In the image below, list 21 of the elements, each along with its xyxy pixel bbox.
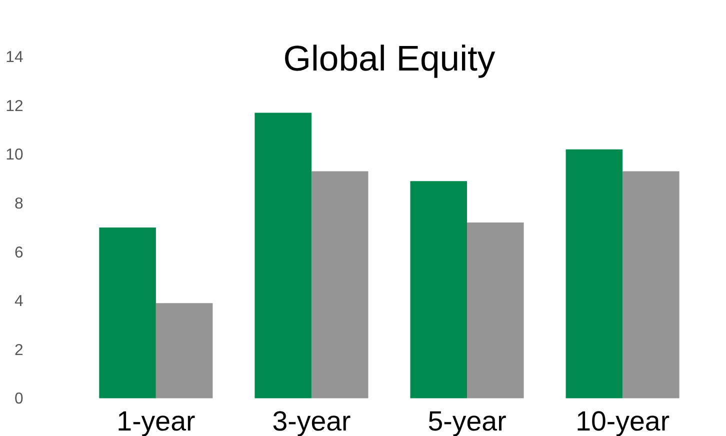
y-tick-label: 10 [6,146,24,164]
x-tick-label: 5-year [428,405,506,436]
bar [410,181,468,398]
y-tick-label: 6 [14,244,24,262]
bar [156,303,213,398]
bar [311,171,368,398]
chart-title: Global Equity [283,38,496,78]
x-tick-label: 10-year [576,405,670,436]
bar [566,149,623,398]
y-tick-label: 0 [14,390,24,408]
y-tick-label: 4 [14,293,24,310]
y-tick-label: 14 [6,49,24,66]
x-tick-label: 3-year [272,405,351,436]
y-tick-label: 12 [6,98,24,115]
bar [254,112,312,398]
x-tick-label: 1-year [116,405,196,436]
bar [467,222,524,398]
y-tick-label: 2 [14,342,24,359]
y-tick-label: 8 [14,195,24,212]
bar [622,171,680,398]
bar [99,227,156,398]
